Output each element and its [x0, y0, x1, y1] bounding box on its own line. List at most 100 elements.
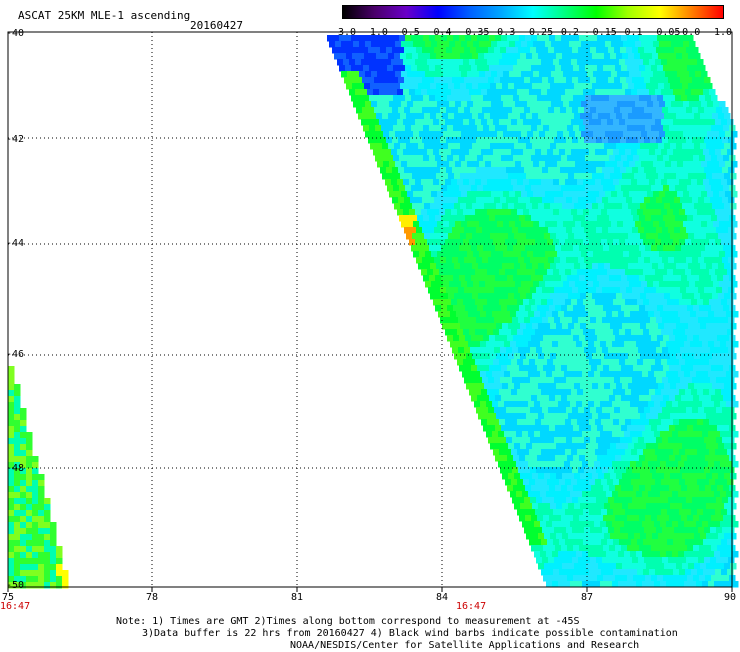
swath-cell: [577, 299, 584, 306]
swath-cell: [504, 311, 511, 318]
swath-cell: [488, 77, 495, 84]
swath-cell: [704, 257, 711, 264]
swath-cell: [656, 287, 663, 294]
swath-cell: [730, 233, 737, 240]
swath-cell: [32, 468, 39, 475]
swath-cell: [14, 540, 21, 547]
swath-cell: [26, 444, 33, 451]
swath-cell: [657, 245, 664, 252]
swath-cell: [710, 317, 717, 324]
swath-cell: [569, 41, 576, 48]
swath-cell: [454, 353, 461, 360]
swath-cell: [673, 389, 680, 396]
swath-cell: [407, 131, 414, 138]
swath-cell: [8, 408, 15, 415]
swath-cell: [611, 281, 618, 288]
swath-cell: [615, 425, 622, 432]
swath-cell: [479, 221, 486, 228]
swath-cell: [472, 53, 479, 60]
swath-cell: [419, 251, 426, 258]
swath-cell: [642, 581, 649, 588]
swath-cell: [667, 119, 674, 126]
swath-cell: [667, 359, 674, 366]
swath-cell: [607, 209, 614, 216]
swath-cell: [409, 239, 416, 246]
swath-cell: [603, 155, 610, 162]
swath-cell: [722, 437, 729, 444]
swath-cell: [455, 281, 462, 288]
swath-cell: [666, 551, 673, 558]
swath-cell: [537, 425, 544, 432]
swath-cell: [519, 95, 526, 102]
swath-cell: [535, 239, 542, 246]
swath-cell: [32, 576, 39, 583]
swath-cell: [8, 486, 15, 493]
swath-cell: [544, 323, 551, 330]
swath-cell: [570, 581, 577, 588]
swath-cell: [584, 347, 591, 354]
swath-cell: [692, 527, 699, 534]
swath-cell: [689, 221, 696, 228]
swath-cell: [708, 311, 715, 318]
swath-cell: [519, 365, 526, 372]
swath-cell: [609, 215, 616, 222]
swath-cell: [585, 485, 592, 492]
swath-cell: [56, 558, 63, 565]
swath-cell: [587, 221, 594, 228]
swath-cell: [8, 480, 15, 487]
swath-cell: [570, 461, 577, 468]
swath-cell: [638, 197, 645, 204]
swath-cell: [535, 59, 542, 66]
lat-tick-44: -44: [6, 238, 25, 249]
swath-cell: [549, 95, 556, 102]
swath-cell: [14, 564, 21, 571]
swath-cell: [485, 101, 492, 108]
swath-cell: [513, 365, 520, 372]
swath-cell: [595, 119, 602, 126]
swath-cell: [596, 467, 603, 474]
swath-cell: [382, 113, 389, 120]
swath-cell: [597, 65, 604, 72]
swath-cell: [578, 467, 585, 474]
swath-cell: [532, 143, 539, 150]
swath-cell: [515, 101, 522, 108]
swath-cell: [490, 293, 497, 300]
swath-cell: [467, 131, 474, 138]
swath-cell: [572, 467, 579, 474]
swath-cell: [561, 305, 568, 312]
swath-cell: [585, 275, 592, 282]
swath-cell: [461, 71, 468, 78]
swath-cell: [705, 545, 712, 552]
swath-cell: [716, 467, 723, 474]
swath-cell: [712, 563, 719, 570]
swath-cell: [585, 335, 592, 342]
swath-cell: [618, 551, 625, 558]
swath-cell: [663, 215, 670, 222]
swath-cell: [567, 545, 574, 552]
swath-cell: [600, 521, 607, 528]
swath-cell: [568, 473, 575, 480]
swath-cell: [524, 227, 531, 234]
swath-cell: [676, 413, 683, 420]
swath-cell: [691, 119, 698, 126]
swath-cell: [519, 425, 526, 432]
swath-cell: [684, 461, 691, 468]
swath-cell: [537, 335, 544, 342]
swath-cell: [658, 473, 665, 480]
swath-cell: [451, 179, 458, 186]
swath-cell: [633, 65, 640, 72]
swath-cell: [698, 287, 705, 294]
swath-cell: [569, 101, 576, 108]
swath-cell: [646, 503, 653, 510]
swath-cell: [590, 167, 597, 174]
swath-cell: [430, 293, 437, 300]
swath-cell: [526, 413, 533, 420]
swath-cell: [518, 227, 525, 234]
swath-cell: [475, 389, 482, 396]
swath-cell: [624, 341, 631, 348]
swath-cell: [440, 137, 447, 144]
swath-cell: [511, 479, 518, 486]
swath-cell: [388, 173, 395, 180]
swath-cell: [451, 239, 458, 246]
swath-cell: [560, 197, 567, 204]
